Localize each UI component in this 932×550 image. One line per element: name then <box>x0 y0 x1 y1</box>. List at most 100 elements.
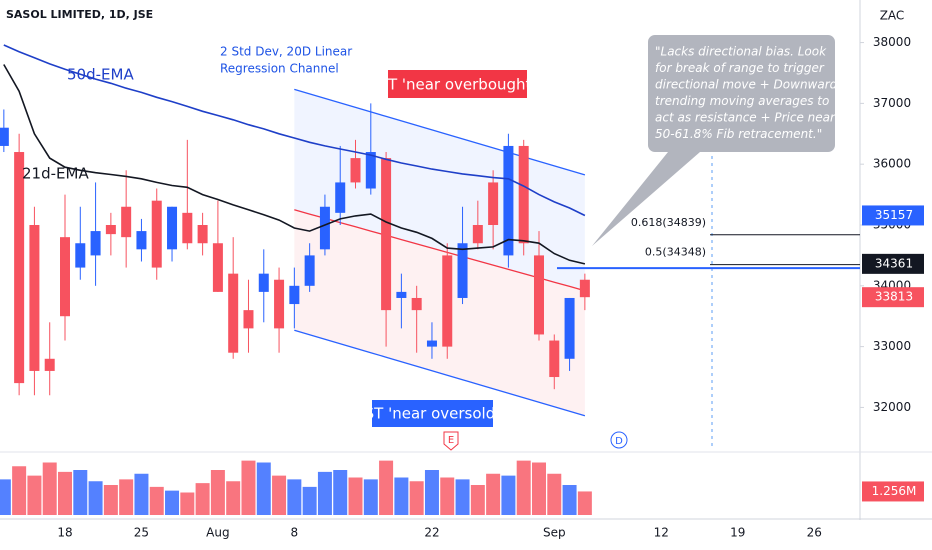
volume-bar <box>272 475 287 515</box>
volume-bar <box>470 485 485 515</box>
candle-body <box>289 285 300 305</box>
x-tick-label: Sep <box>543 526 566 540</box>
volume-bar <box>195 483 210 515</box>
y-tick-label: 37000 <box>873 96 911 110</box>
candle-body <box>365 152 376 189</box>
ema-line <box>3 44 586 217</box>
volume-bar <box>562 485 577 515</box>
volume-bar <box>180 492 195 515</box>
y-tick-label: 36000 <box>873 157 911 171</box>
volume-bar <box>119 479 134 515</box>
volume-bar <box>42 462 57 515</box>
volume-bar <box>0 479 11 515</box>
fib-label: 0.5(34348) <box>645 246 706 259</box>
x-tick-label: 12 <box>654 526 669 540</box>
volume-bar <box>27 475 42 515</box>
ema50-tag-bg <box>862 205 924 226</box>
y-tick-label: 32000 <box>873 400 911 414</box>
volume-bar <box>440 477 455 515</box>
candle-body <box>14 152 25 384</box>
volume-bar <box>226 481 241 515</box>
ema50-tag: 35157 <box>875 208 913 222</box>
overbought-label: ST 'near overbought' <box>378 76 535 94</box>
candle-body <box>335 182 346 213</box>
oversold-label: ST 'near oversold' <box>365 405 500 423</box>
candle-body <box>503 145 514 256</box>
volume-bar <box>455 479 470 515</box>
candle-body <box>60 237 70 317</box>
candle-body <box>243 310 254 329</box>
volume-bar <box>531 462 546 515</box>
earnings-marker[interactable] <box>443 431 459 451</box>
candle-body <box>29 225 40 371</box>
candle-body <box>90 231 101 256</box>
volume-bar <box>165 490 180 515</box>
candle-body <box>488 182 499 225</box>
candle-body <box>381 158 392 311</box>
candle-body <box>182 212 193 244</box>
y-tick-label: 38000 <box>873 35 911 49</box>
candle-body <box>564 297 575 359</box>
callout-line: "Lacks directional bias. Look <box>655 45 827 59</box>
candle-body <box>44 358 55 371</box>
candle-body <box>274 279 285 329</box>
candle-body <box>258 273 269 292</box>
x-tick-label: 22 <box>424 526 439 540</box>
candle-body <box>426 340 437 347</box>
volume-bar <box>577 491 592 515</box>
volume-bar <box>486 473 501 515</box>
ema21-tag-bg <box>862 253 924 274</box>
volume-bar <box>58 471 72 515</box>
channel-upper <box>294 88 586 176</box>
channel-lower <box>294 329 586 417</box>
x-tick-label: 8 <box>291 526 299 540</box>
channel-label: 2 Std Dev, 20D Linear <box>220 45 352 59</box>
candle-body <box>105 225 116 235</box>
candle-body <box>75 243 86 268</box>
volume-tag-bg <box>862 481 924 502</box>
callout-text: "Lacks directional bias. Look for break o… <box>655 45 854 142</box>
candle-body <box>167 206 178 250</box>
channel-label: Regression Channel <box>220 62 339 76</box>
volume-bar <box>394 477 409 515</box>
candle-body <box>319 206 330 250</box>
candle-body <box>442 255 453 347</box>
volume-bar <box>73 470 88 515</box>
fib-label: 0.618(34839) <box>631 216 706 229</box>
volume-bar <box>317 471 332 515</box>
volume-tag: 1.256M <box>872 484 917 498</box>
dividend-label: D <box>615 436 623 447</box>
candle-body <box>396 291 407 298</box>
x-tick-label: 19 <box>730 526 745 540</box>
currency: ZAC <box>880 9 905 23</box>
candle-body <box>304 255 315 286</box>
front-layer <box>0 44 590 396</box>
callout-line: directional move + Downward <box>655 78 838 92</box>
callout-line: act as resistance + Price nearing <box>655 111 854 125</box>
dividend-marker[interactable] <box>610 431 628 449</box>
volume-bar <box>149 486 164 515</box>
callout-box <box>592 35 835 246</box>
candle-body <box>212 243 223 292</box>
ema21-label: 21d-EMA <box>22 165 89 183</box>
volume-bar <box>333 470 348 515</box>
volume-bar <box>302 486 317 515</box>
volume-bar <box>547 473 562 515</box>
candle-body <box>0 127 9 146</box>
ema21-tag: 34361 <box>875 256 913 270</box>
candle-body <box>457 243 468 298</box>
callout-line: trending moving averages to <box>655 94 829 108</box>
x-tick-label: 25 <box>134 526 149 540</box>
candle-body <box>549 340 560 378</box>
candle-body <box>121 206 132 238</box>
candle-body <box>197 225 208 244</box>
y-tick-label: 33000 <box>873 339 911 353</box>
volume-bar <box>409 481 424 515</box>
volume-bar <box>516 460 531 515</box>
chart-title: SASOL LIMITED, 1D, JSE <box>6 8 153 21</box>
earnings-label: E <box>448 435 454 446</box>
last-price-tag: 33813 <box>875 290 913 304</box>
last-price-tag-bg <box>862 287 924 308</box>
x-tick-label: 18 <box>57 526 72 540</box>
